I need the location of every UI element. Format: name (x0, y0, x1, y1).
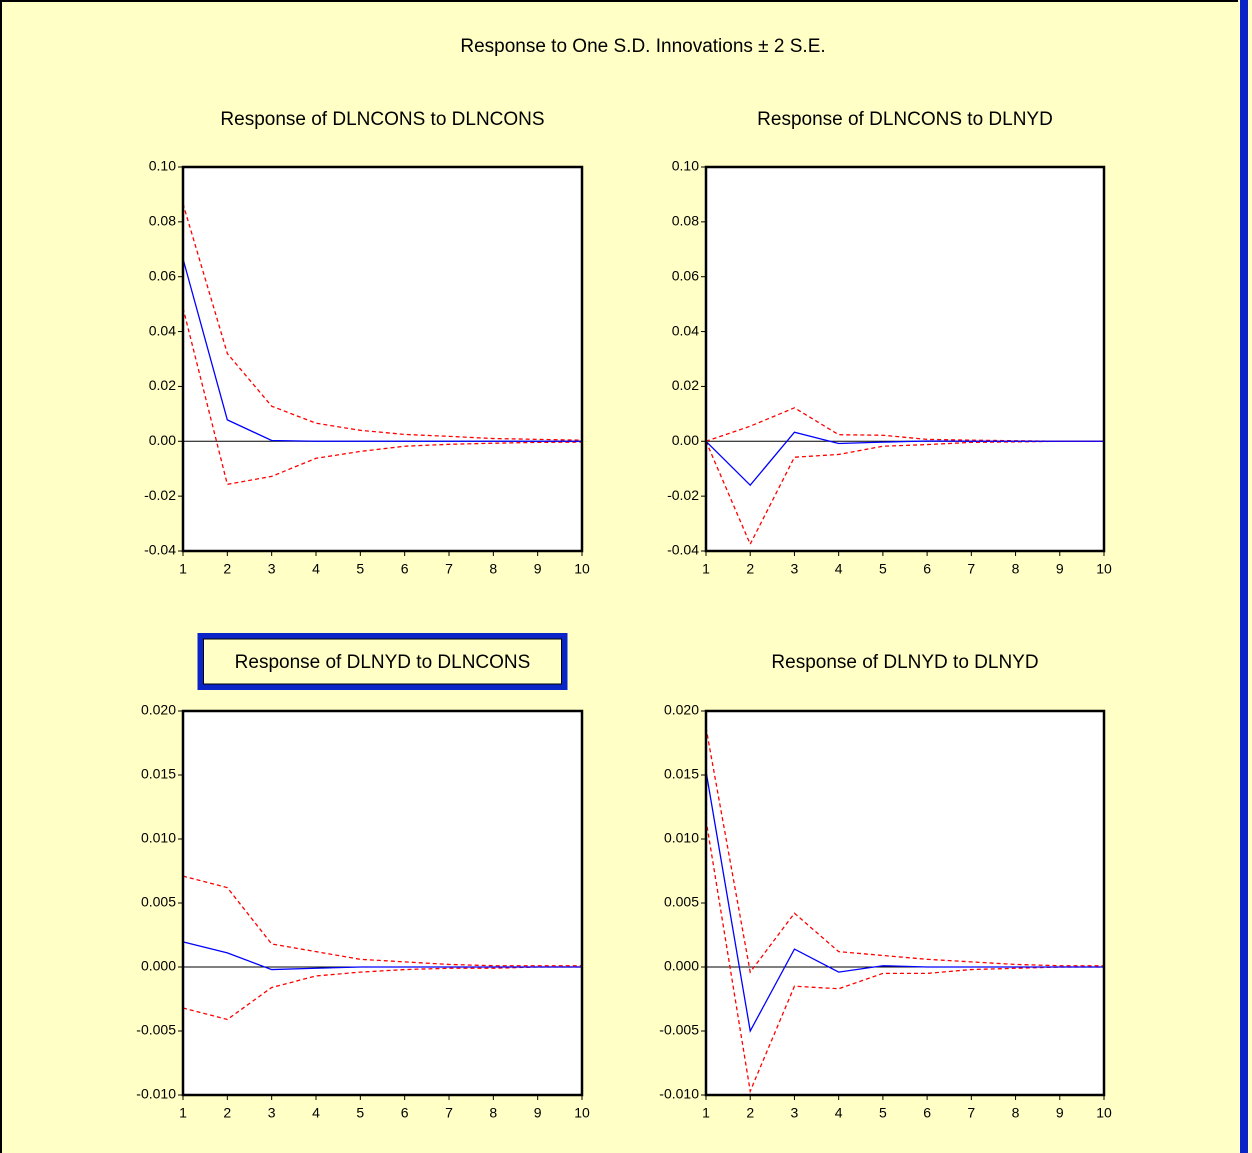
y-tick-label: -0.010 (659, 1086, 699, 1102)
x-tick-label: 3 (268, 1105, 276, 1121)
plot-frame (704, 165, 1106, 553)
y-tick-label: 0.06 (149, 267, 176, 283)
x-tick-label: 6 (401, 561, 409, 577)
y-tick-label: 0.020 (664, 702, 699, 718)
series-line (182, 941, 582, 971)
chart-title: Response to One S.D. Innovations ± 2 S.E… (460, 36, 825, 57)
x-tick-label: 6 (401, 1105, 409, 1121)
x-tick-label: 4 (835, 1105, 843, 1121)
x-tick-label: 9 (534, 561, 542, 577)
y-tick-label: 0.10 (672, 158, 699, 174)
plot-area (183, 167, 582, 551)
y-tick-label: 0.06 (672, 267, 699, 283)
x-tick-label: 8 (489, 1105, 497, 1121)
y-tick-label: 0.015 (141, 766, 176, 782)
series-line (705, 431, 1104, 487)
plot-frame (181, 165, 584, 553)
panel-title: Response of DLNCONS to DLNCONS (220, 109, 544, 130)
y-tick-label: 0.04 (149, 322, 176, 338)
x-tick-label: 6 (923, 561, 931, 577)
y-tick-label: -0.005 (659, 1022, 699, 1038)
panel-title: Response of DLNYD to DLNCONS (235, 652, 531, 673)
x-tick-label: 10 (1096, 561, 1112, 577)
plot-area (183, 711, 582, 1095)
x-tick-label: 2 (746, 561, 754, 577)
x-tick-label: 4 (312, 1105, 320, 1121)
x-tick-label: 9 (534, 1105, 542, 1121)
x-tick-label: 3 (791, 1105, 799, 1121)
x-tick-label: 8 (1012, 1105, 1020, 1121)
x-tick-label: 9 (1056, 561, 1064, 577)
x-tick-label: 9 (1056, 1105, 1064, 1121)
y-tick-label: -0.005 (136, 1022, 176, 1038)
x-tick-label: 4 (835, 561, 843, 577)
x-tick-label: 1 (702, 561, 710, 577)
x-tick-label: 2 (223, 1105, 231, 1121)
x-tick-label: 2 (746, 1105, 754, 1121)
series-line (182, 203, 583, 441)
x-tick-label: 8 (1012, 561, 1020, 577)
y-tick-label: 0.020 (141, 702, 176, 718)
y-tick-label: -0.010 (136, 1086, 176, 1102)
x-tick-label: 1 (179, 561, 187, 577)
panel-title: Response of DLNYD to DLNYD (771, 652, 1038, 673)
x-tick-label: 2 (223, 561, 231, 577)
x-tick-label: 7 (445, 561, 453, 577)
x-tick-label: 6 (923, 1105, 931, 1121)
series-line (182, 258, 582, 442)
y-tick-label: 0.02 (149, 377, 176, 393)
y-tick-label: 0.005 (141, 894, 176, 910)
x-tick-label: 7 (967, 561, 975, 577)
y-tick-label: 0.005 (664, 894, 699, 910)
y-tick-label: 0.04 (672, 322, 699, 338)
y-tick-label: 0.10 (149, 158, 176, 174)
y-tick-label: -0.04 (144, 542, 176, 558)
y-tick-label: -0.04 (667, 542, 699, 558)
x-tick-label: 10 (574, 561, 590, 577)
x-tick-label: 7 (967, 1105, 975, 1121)
y-tick-label: 0.000 (141, 958, 176, 974)
title-highlight-inner (203, 638, 562, 685)
y-tick-label: 0.02 (672, 377, 699, 393)
window-edge (1240, 0, 1248, 1153)
x-tick-label: 1 (702, 1105, 710, 1121)
y-tick-label: 0.015 (664, 766, 699, 782)
x-tick-label: 4 (312, 561, 320, 577)
series-line (705, 819, 1104, 1094)
x-tick-label: 5 (356, 561, 364, 577)
y-tick-label: -0.02 (667, 487, 699, 503)
y-tick-label: 0.00 (149, 432, 176, 448)
x-tick-label: 10 (574, 1105, 590, 1121)
y-tick-label: 0.000 (664, 958, 699, 974)
y-tick-label: -0.02 (144, 487, 176, 503)
y-tick-label: 0.08 (672, 213, 699, 229)
series-line (705, 771, 1104, 1033)
y-tick-label: 0.010 (141, 830, 176, 846)
plot-frame (704, 709, 1106, 1097)
plot-frame (181, 709, 584, 1097)
panel-title: Response of DLNCONS to DLNYD (757, 109, 1053, 130)
y-tick-label: 0.08 (149, 213, 176, 229)
y-tick-label: 0.00 (672, 432, 699, 448)
x-tick-label: 5 (879, 561, 887, 577)
plot-area (706, 711, 1104, 1095)
series-line (182, 307, 583, 486)
x-tick-label: 7 (445, 1105, 453, 1121)
x-tick-label: 3 (268, 561, 276, 577)
x-tick-label: 10 (1096, 1105, 1112, 1121)
x-tick-label: 1 (179, 1105, 187, 1121)
plot-area (706, 167, 1104, 551)
x-tick-label: 8 (489, 561, 497, 577)
y-tick-label: 0.010 (664, 830, 699, 846)
x-tick-label: 5 (879, 1105, 887, 1121)
x-tick-label: 5 (356, 1105, 364, 1121)
x-tick-label: 3 (791, 561, 799, 577)
